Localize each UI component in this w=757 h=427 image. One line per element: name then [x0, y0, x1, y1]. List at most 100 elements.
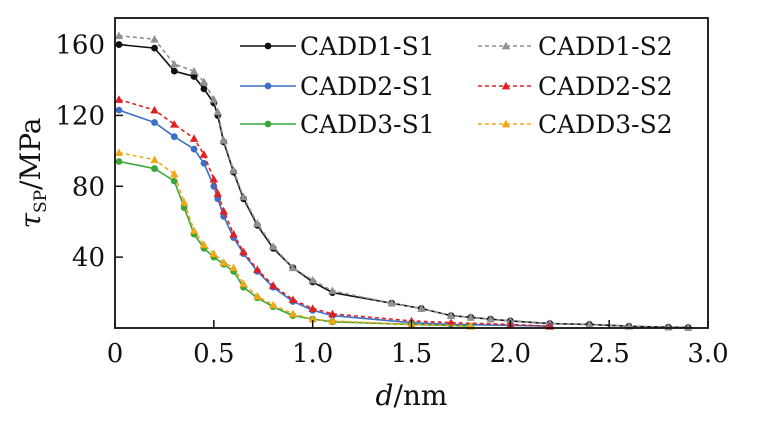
x-tick-label: 1.5	[391, 339, 432, 369]
y-tick-label: 40	[72, 243, 105, 273]
data-point-cadd1-s2	[229, 166, 238, 174]
data-point-cadd2-s2	[288, 295, 298, 304]
data-point-cadd1-s2	[213, 107, 222, 116]
y-tick-label: 160	[55, 31, 105, 61]
x-tick-label: 2.5	[588, 339, 629, 369]
data-point-cadd1-s2	[417, 304, 426, 312]
legend-marker	[501, 81, 511, 90]
legend-marker	[264, 120, 272, 128]
data-point-cadd1-s2	[288, 263, 298, 272]
data-point-cadd3-s2	[229, 263, 238, 272]
data-point-cadd2-s1	[170, 133, 178, 141]
data-point-cadd3-s2	[170, 169, 179, 178]
data-point-cadd2-s2	[189, 134, 199, 142]
x-tick-label: 0	[107, 339, 124, 369]
data-point-cadd2-s2	[229, 229, 238, 238]
data-point-cadd1-s2	[189, 66, 199, 75]
legend-label: CADD2-S1	[300, 72, 435, 101]
y-tick-label: 120	[55, 101, 105, 131]
y-axis-variable: τ	[14, 212, 47, 228]
data-point-cadd2-s2	[199, 150, 209, 158]
data-point-cadd3-s2	[288, 309, 298, 318]
data-point-cadd2-s1	[151, 119, 158, 126]
legend-label: CADD1-S1	[300, 32, 435, 61]
data-point-cadd2-s2	[219, 206, 228, 215]
legend: CADD1-S1 CADD2-S1 CADD3-S1 CADD1-S2 CADD2-S2…	[240, 32, 673, 139]
data-point-cadd2-s2	[150, 105, 159, 114]
data-point-cadd3-s2	[150, 155, 159, 164]
data-point-cadd3-s1	[151, 165, 158, 172]
data-point-cadd2-s1	[200, 159, 208, 167]
y-axis-subscript: SP	[31, 190, 51, 213]
data-point-cadd2-s2	[170, 120, 179, 128]
data-point-cadd1-s2	[387, 299, 396, 307]
legend-item-cadd1-s2: CADD1-S2	[478, 32, 673, 61]
data-point-cadd3-s1	[115, 158, 123, 165]
data-point-cadd1-s2	[328, 286, 337, 295]
data-point-cadd3-s2	[199, 240, 209, 249]
data-point-cadd1-s2	[486, 314, 495, 323]
data-point-cadd1-s2	[253, 219, 262, 227]
x-axis-variable: d	[376, 379, 394, 412]
data-point-cadd3-s2	[209, 249, 219, 257]
series-cadd1-s2	[114, 31, 693, 331]
data-point-cadd1-s2	[466, 313, 475, 321]
y-axis-title: τSP/MPa	[14, 118, 51, 229]
data-point-cadd2-s2	[209, 175, 219, 183]
data-point-cadd2-s1	[190, 145, 198, 153]
x-tick-label: 2.0	[490, 339, 531, 369]
data-point-cadd2-s2	[213, 189, 222, 197]
data-point-cadd3-s2	[219, 258, 228, 266]
axis-layer: 0 0.5 1.0 1.5 2.0 2.5 3.0 40 80 120 160	[55, 31, 728, 369]
x-tick-label: 3.0	[687, 339, 728, 369]
legend-item-cadd2-s2: CADD2-S2	[478, 72, 673, 101]
legend-marker	[501, 41, 511, 50]
data-point-cadd1-s2	[114, 31, 124, 40]
data-point-cadd2-s2	[114, 95, 124, 103]
data-point-cadd1-s2	[209, 95, 219, 103]
data-point-cadd1-s2	[199, 77, 209, 86]
data-point-cadd3-s2	[189, 226, 199, 234]
x-tick-label: 1.0	[292, 339, 333, 369]
legend-item-cadd3-s2: CADD3-S2	[478, 110, 673, 139]
data-point-cadd2-s2	[253, 265, 262, 273]
data-point-cadd3-s2	[179, 198, 189, 206]
data-point-cadd2-s2	[308, 304, 317, 312]
data-point-cadd3-s2	[114, 148, 124, 156]
legend-label: CADD2-S2	[538, 72, 673, 101]
data-point-cadd1-s2	[150, 35, 159, 43]
data-point-cadd1-s1	[190, 73, 198, 80]
y-axis-unit: /MPa	[14, 118, 47, 190]
legend-label: CADD3-S2	[538, 110, 673, 139]
data-point-cadd1-s2	[308, 275, 317, 284]
data-point-cadd1-s1	[170, 67, 178, 75]
data-point-cadd1-s2	[170, 59, 179, 68]
data-point-cadd2-s2	[328, 309, 337, 318]
data-point-cadd1-s2	[684, 323, 693, 331]
data-point-cadd1-s2	[268, 242, 278, 250]
data-point-cadd3-s2	[328, 316, 337, 325]
legend-label: CADD3-S1	[300, 110, 435, 139]
legend-item-cadd3-s1: CADD3-S1	[240, 110, 435, 139]
legend-marker	[501, 119, 511, 128]
data-point-cadd3-s2	[268, 300, 278, 309]
series-cadd2-s1	[115, 106, 554, 330]
data-point-cadd2-s2	[446, 318, 456, 327]
legend-marker	[264, 82, 272, 90]
data-point-cadd1-s2	[446, 311, 456, 319]
x-tick-label: 0.5	[193, 339, 234, 369]
data-point-cadd1-s1	[200, 85, 208, 93]
plot-frame	[114, 17, 709, 329]
data-point-cadd2-s2	[268, 281, 278, 289]
legend-marker	[264, 42, 272, 50]
data-point-cadd1-s2	[219, 136, 228, 144]
data-point-cadd1-s2	[585, 320, 594, 328]
legend-item-cadd1-s1: CADD1-S1	[240, 32, 435, 61]
y-tick-label: 80	[72, 172, 105, 202]
data-point-cadd1-s1	[151, 44, 158, 52]
data-point-cadd3-s2	[253, 291, 262, 300]
data-point-cadd2-s2	[239, 247, 248, 256]
x-axis-unit: /nm	[393, 379, 447, 412]
legend-label: CADD1-S2	[538, 32, 673, 61]
